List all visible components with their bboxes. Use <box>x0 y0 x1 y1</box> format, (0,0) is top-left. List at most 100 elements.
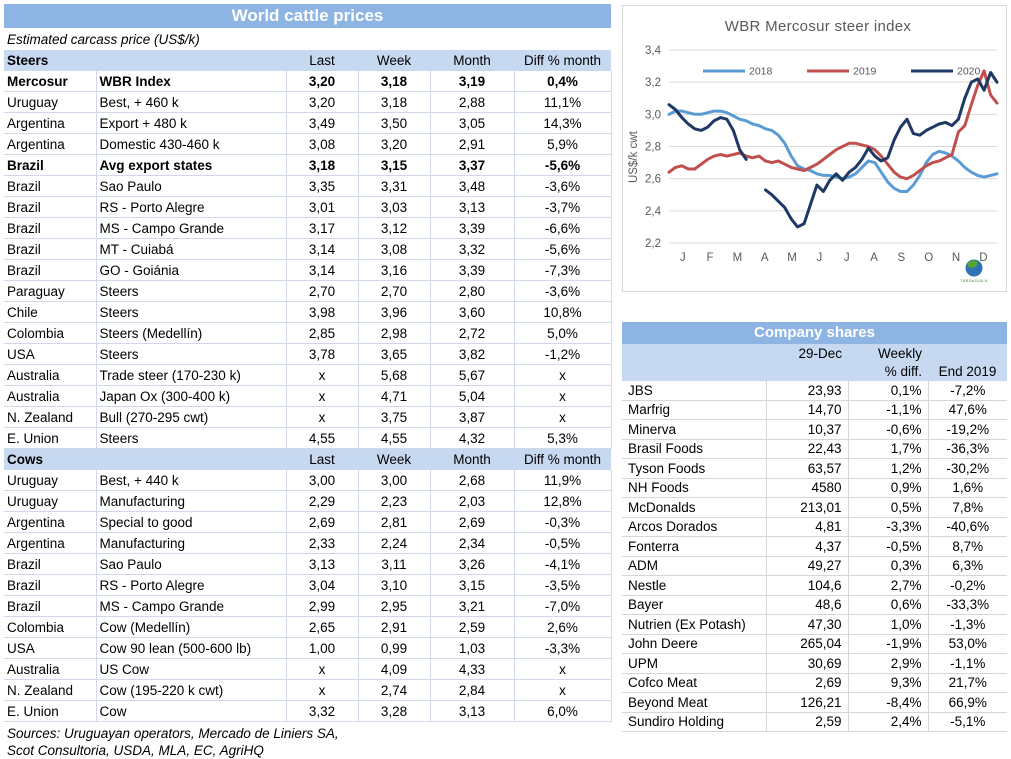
column-header: Month <box>430 448 514 470</box>
price-row: N. Zealand Cow (195-220 k cwt) x 2,74 2,84 x <box>4 679 612 701</box>
week-value-cell: 0,99 <box>358 637 431 659</box>
week-value-cell: 3,18 <box>358 71 431 92</box>
steer-index-chart: WBR Mercosur steer index US$/k cwt 3,43,… <box>628 18 999 283</box>
last-value-cell: 2,85 <box>286 322 359 344</box>
x-tick-label: O <box>924 252 933 264</box>
price-row: E. Union Cow 3,32 3,28 3,13 6,0% <box>4 700 612 722</box>
company-row: Sundiro Holding 2,59 2,4% -5,1% <box>622 712 1007 732</box>
company-name-cell: Sundiro Holding <box>622 712 767 732</box>
price-row: Brazil MS - Campo Grande 2,99 2,95 3,21 -7,0% <box>4 595 612 617</box>
country-cell: Argentina <box>4 133 97 155</box>
month-value-cell: 3,37 <box>430 154 515 176</box>
price-row: Uruguay Best, + 460 k 3,20 3,18 2,88 11,1% <box>4 91 612 113</box>
last-value-cell: 3,18 <box>286 154 359 176</box>
diff-value-cell: -0,5% <box>514 532 612 554</box>
country-cell: Uruguay <box>4 470 97 491</box>
month-value-cell: 3,32 <box>430 238 515 260</box>
diff-value-cell: x <box>514 406 612 428</box>
weekly-diff-cell: 0,9% <box>848 478 929 498</box>
company-name-cell: JBS <box>622 381 767 401</box>
week-value-cell: 3,50 <box>358 112 431 134</box>
country-cell: Australia <box>4 385 97 407</box>
company-header-row-1: 29-Dec Weekly <box>622 344 1007 363</box>
price-row: Brazil Avg export states 3,18 3,15 3,37 -5,6% <box>4 154 612 176</box>
company-row: NH Foods 4580 0,9% 1,6% <box>622 478 1007 498</box>
column-header: Week <box>358 50 430 71</box>
description-cell: WBR Index <box>96 71 287 92</box>
series-line-2019 <box>667 69 999 181</box>
diff-value-cell: 6,0% <box>514 700 612 722</box>
weekly-diff-cell: 2,4% <box>848 712 929 732</box>
price-cell: 22,43 <box>766 439 849 459</box>
diff-value-cell: -5,6% <box>514 238 612 260</box>
week-value-cell: 3,75 <box>358 406 431 428</box>
company-row: Bayer 48,6 0,6% -33,3% <box>622 595 1007 615</box>
x-tick-label: D <box>979 252 987 264</box>
month-value-cell: 2,88 <box>430 91 515 113</box>
diff-value-cell: -3,5% <box>514 574 612 596</box>
description-cell: Steers <box>96 343 287 365</box>
diff-value-cell: 11,9% <box>514 470 612 491</box>
country-cell: Brazil <box>4 196 97 218</box>
last-value-cell: 3,17 <box>286 217 359 239</box>
company-shares-table: 29-Dec Weekly % diff. End 2019 JBS 23,93 0… <box>622 344 1007 732</box>
company-row: Nestle 104,6 2,7% -0,2% <box>622 575 1007 596</box>
country-cell: Chile <box>4 301 97 323</box>
country-cell: Uruguay <box>4 490 97 512</box>
last-value-cell: 3,20 <box>286 91 359 113</box>
weekly-diff-cell: 0,5% <box>848 497 929 518</box>
week-value-cell: 3,15 <box>358 154 431 176</box>
company-name-cell: McDonalds <box>622 497 767 518</box>
month-value-cell: 3,15 <box>430 574 515 596</box>
section-header-row: Cows Last Week Month Diff % month <box>4 448 611 470</box>
company-name-cell: Brasil Foods <box>622 439 767 459</box>
x-tick-label: A <box>761 252 769 264</box>
country-cell: E. Union <box>4 700 97 722</box>
x-tick-label: M <box>733 252 743 264</box>
price-row: Australia Japan Ox (300-400 k) x 4,71 5,04 x <box>4 385 612 407</box>
week-value-cell: 4,71 <box>358 385 431 407</box>
company-row: JBS 23,93 0,1% -7,2% <box>622 381 1007 401</box>
diff-value-cell: -3,6% <box>514 175 612 197</box>
week-value-cell: 5,68 <box>358 364 431 386</box>
company-name-cell: Nutrien (Ex Potash) <box>622 614 767 635</box>
week-value-cell: 2,70 <box>358 280 431 302</box>
month-value-cell: 3,13 <box>430 196 515 218</box>
country-cell: Paraguay <box>4 280 97 302</box>
last-value-cell: x <box>286 406 359 428</box>
last-value-cell: 4,55 <box>286 427 359 449</box>
diff-value-cell: x <box>514 658 612 680</box>
logo-caption: TARDAGUILA <box>961 279 988 283</box>
price-row: Argentina Special to good 2,69 2,81 2,69 -0,3… <box>4 511 612 533</box>
price-row: N. Zealand Bull (270-295 cwt) x 3,75 3,87 x <box>4 406 612 428</box>
price-cell: 213,01 <box>766 497 849 518</box>
country-cell: Brazil <box>4 217 97 239</box>
price-row: Brazil Sao Paulo 3,35 3,31 3,48 -3,6% <box>4 175 612 197</box>
price-cell: 14,70 <box>766 400 849 420</box>
country-cell: N. Zealand <box>4 679 97 701</box>
month-value-cell: 2,59 <box>430 616 515 638</box>
description-cell: Cow 90 lean (500-600 lb) <box>96 637 287 659</box>
end-2019-cell: 6,3% <box>928 556 1007 576</box>
description-cell: Best, + 460 k <box>96 91 287 113</box>
company-name-cell: Minerva <box>622 419 767 440</box>
end-2019-cell: -19,2% <box>928 419 1007 440</box>
legend-label: 2019 <box>853 66 877 78</box>
month-value-cell: 3,19 <box>430 71 515 92</box>
week-value-cell: 3,08 <box>358 238 431 260</box>
y-tick-label: 3,2 <box>645 77 661 89</box>
country-cell: Argentina <box>4 511 97 533</box>
y-tick-label: 2,8 <box>645 142 661 154</box>
month-value-cell: 5,04 <box>430 385 515 407</box>
end-2019-cell: -5,1% <box>928 712 1007 732</box>
week-value-cell: 3,12 <box>358 217 431 239</box>
weekly-diff-cell: 0,3% <box>848 556 929 576</box>
month-value-cell: 2,68 <box>430 470 515 491</box>
diff-value-cell: 12,8% <box>514 490 612 512</box>
description-cell: Steers (Medellín) <box>96 322 287 344</box>
diff-value-cell: -4,1% <box>514 553 612 575</box>
price-cell: 4580 <box>766 478 849 498</box>
weekly-diff-cell: 0,6% <box>848 595 929 615</box>
country-cell: USA <box>4 637 97 659</box>
description-cell: MS - Campo Grande <box>96 595 287 617</box>
